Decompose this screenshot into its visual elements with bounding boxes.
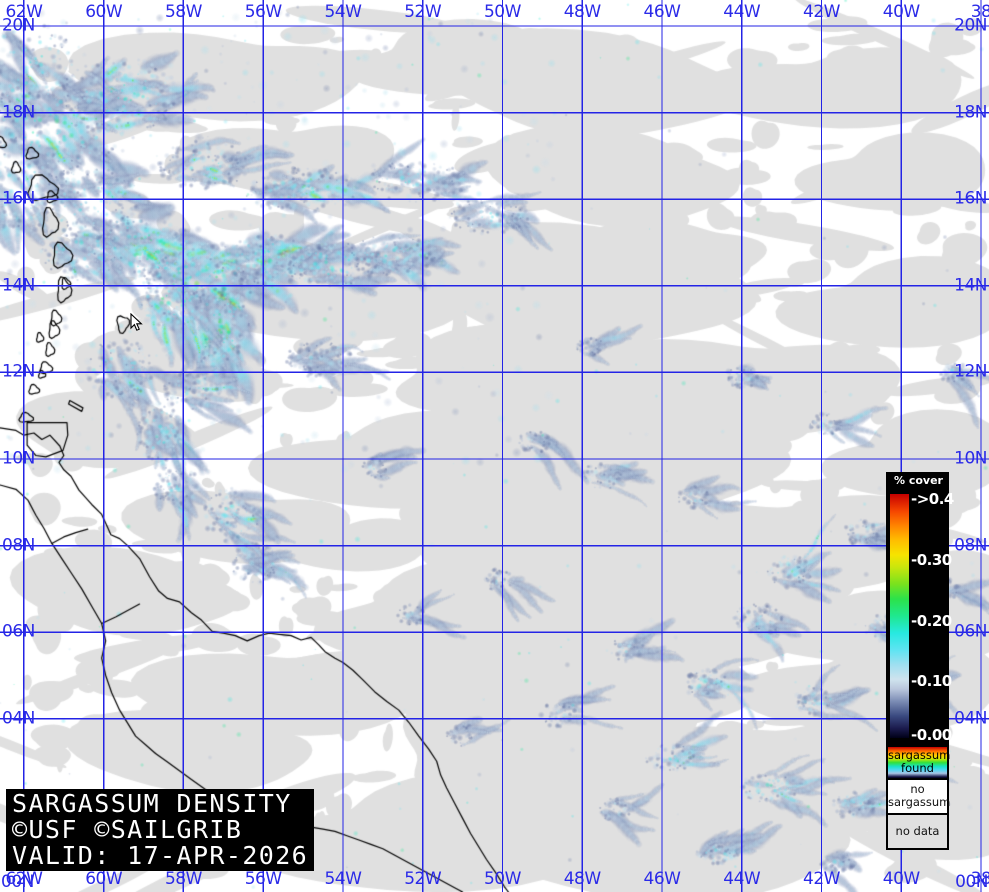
lat-label-16N: 16N [954, 188, 987, 209]
lat-label-12N: 12N [954, 361, 987, 382]
lon-label-48W: 48W [563, 2, 601, 22]
corner-label-corner-br: 00N [955, 872, 988, 892]
lon-label-50W: 50W [483, 869, 521, 889]
legend-panel[interactable]: % cover ->0.4 -0.30 -0.20 -0.10 -0.00 sa… [886, 472, 954, 851]
legend-swatch-sargassum-found[interactable]: sargassum found [886, 745, 951, 780]
lat-label-14N: 14N [954, 275, 987, 296]
lon-label-62W: 62W [5, 2, 43, 22]
legend-swatch-no-data[interactable]: no data [886, 814, 949, 851]
title-line-product: SARGASSUM DENSITY [12, 789, 292, 818]
lon-label-42W: 42W [803, 2, 840, 22]
lon-label-42W: 42W [803, 869, 840, 889]
colorbar[interactable]: % cover ->0.4 -0.30 -0.20 -0.10 -0.00 [886, 472, 954, 745]
lat-label-14N: 14N [2, 275, 35, 296]
lon-label-52W: 52W [404, 2, 442, 22]
lat-label-18N: 18N [954, 102, 987, 123]
lon-label-58W: 58W [164, 2, 202, 22]
lat-label-18N: 18N [2, 102, 35, 123]
lat-label-10N: 10N [954, 448, 987, 469]
title-line-sources: ©USF ©SAILGRIB [12, 814, 243, 844]
lat-label-20N: 20N [954, 15, 987, 36]
lon-label-40W: 40W [882, 869, 920, 889]
lat-label-10N: 10N [2, 448, 35, 469]
lon-label-50W: 50W [483, 2, 521, 22]
lon-label-48W: 48W [563, 869, 601, 889]
lat-label-16N: 16N [2, 188, 35, 209]
lat-label-12N: 12N [2, 361, 35, 382]
colorbar-tick-4: -0.00 [911, 726, 952, 744]
title-line-valid: VALID: 17-APR-2026 [12, 840, 309, 870]
colorbar-tick-0: ->0.4 [911, 490, 954, 508]
lat-label-06N: 06N [2, 621, 35, 642]
lon-label-56W: 56W [244, 2, 282, 22]
title-block: SARGASSUM DENSITY ©USF ©SAILGRIB VALID: … [6, 789, 315, 872]
lon-label-60W: 60W [85, 2, 123, 22]
legend-swatch-no-sargassum[interactable]: no sargassum [886, 779, 951, 815]
colorbar-tick-3: -0.10 [911, 672, 952, 690]
lon-label-62W: 62W [5, 869, 43, 889]
legend-swatch-none-line1: no [910, 781, 925, 796]
lat-label-08N: 08N [954, 535, 987, 556]
lat-label-06N: 06N [954, 621, 987, 642]
legend-swatch-found-line1: sargassum [888, 748, 951, 762]
lon-label-46W: 46W [643, 869, 681, 889]
lon-label-40W: 40W [882, 2, 920, 22]
lat-label-08N: 08N [2, 535, 35, 556]
lon-label-44W: 44W [723, 2, 761, 22]
colorbar-title: % cover [894, 474, 943, 487]
legend-swatch-none-line2: sargassum [888, 794, 951, 809]
colorbar-tick-2: -0.20 [911, 612, 952, 630]
lat-label-04N: 04N [954, 708, 987, 729]
lon-label-38: 38 [970, 869, 989, 889]
lon-label-56W: 56W [244, 869, 282, 889]
lat-label-04N: 04N [2, 708, 35, 729]
lon-label-54W: 54W [324, 869, 362, 889]
colorbar-tick-1: -0.30 [911, 551, 952, 569]
colorbar-gradient [890, 494, 909, 738]
legend-swatch-nodata-line1: no data [895, 823, 940, 838]
lon-label-54W: 54W [324, 2, 362, 22]
lon-label-60W: 60W [85, 869, 123, 889]
lon-label-58W: 58W [164, 869, 202, 889]
lon-label-46W: 46W [643, 2, 681, 22]
lon-label-38: 38 [970, 2, 989, 22]
lon-label-52W: 52W [404, 869, 442, 889]
lat-label-20N: 20N [2, 15, 35, 36]
lon-label-44W: 44W [723, 869, 761, 889]
legend-swatch-found-line2: found [901, 760, 934, 775]
corner-label-corner-bl: 00N [1, 872, 34, 892]
